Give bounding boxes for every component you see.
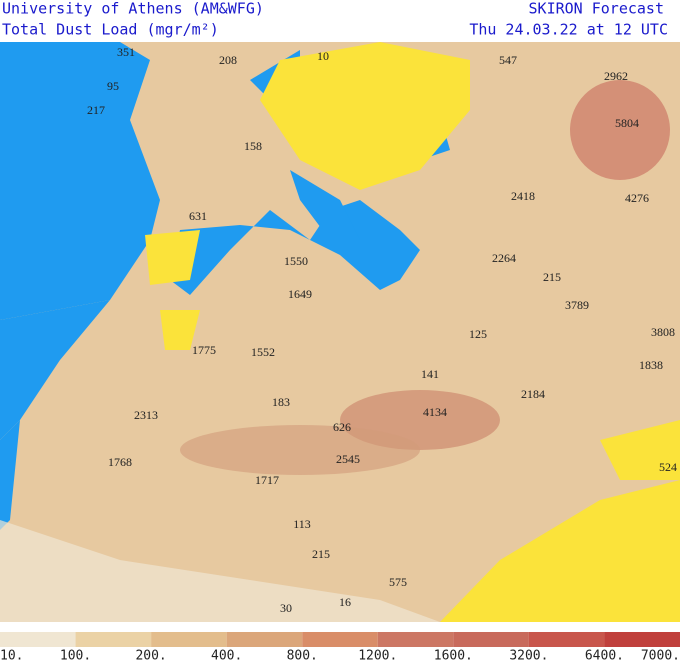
colorbar-segment (75, 632, 152, 647)
map-label: 215 (543, 270, 561, 284)
map-label: 183 (272, 395, 290, 409)
colorbar-label: 6400. (585, 649, 624, 662)
dust-band (180, 425, 420, 475)
map-label: 1717 (255, 473, 279, 487)
map-label: 631 (189, 209, 207, 223)
colorbar-label: 1200. (358, 649, 397, 662)
mediterranean (170, 200, 420, 295)
dust-core-east (570, 80, 670, 180)
map-label: 125 (469, 327, 487, 341)
colorbar-label: 100. (60, 649, 91, 662)
header-field: Total Dust Load (mgr/m²) (2, 21, 219, 39)
east-clean (600, 420, 680, 480)
colorbar-label: 7000. (641, 649, 680, 662)
map-label: 2962 (604, 69, 628, 83)
europe-clean (260, 42, 470, 190)
map-label: 626 (333, 420, 351, 434)
low-dust (0, 520, 440, 622)
map-label: 1775 (192, 343, 216, 357)
colorbar-label: 1600. (434, 649, 473, 662)
map-label: 217 (87, 103, 105, 117)
map-label: 524 (659, 460, 677, 474)
map-label: 2545 (336, 452, 360, 466)
map-label: 3808 (651, 325, 675, 339)
colorbar-label: 800. (287, 649, 318, 662)
map-label: 575 (389, 575, 407, 589)
map-label: 215 (312, 547, 330, 561)
colorbar-label: 400. (211, 649, 242, 662)
south-clean (440, 480, 680, 622)
map-label: 113 (293, 517, 311, 531)
iberia-clean (145, 230, 200, 285)
header-time: Thu 24.03.22 at 12 UTC (469, 21, 668, 39)
colorbar-segment (0, 632, 76, 647)
colorbar: 10. 100. 200. 400. 800. 1200. 1600. 3200. 6400. 7… (0, 632, 680, 662)
map-label: 208 (219, 53, 237, 67)
colorbar-segment (377, 632, 454, 647)
colorbar-segment (528, 632, 605, 647)
map-label: 3789 (565, 298, 589, 312)
atlantic-south (0, 300, 110, 440)
colorbar-segment (453, 632, 529, 647)
colorbar-label: 10. (0, 649, 23, 662)
atlantic-coast (0, 420, 20, 530)
adriatic (290, 170, 360, 240)
map-label: 2184 (521, 387, 545, 401)
map-label: 1768 (108, 455, 132, 469)
map-label: 141 (421, 367, 439, 381)
colorbar-segment (226, 632, 303, 647)
map-label: 1649 (288, 287, 312, 301)
colorbar-segment (151, 632, 227, 647)
map-label: 2264 (492, 251, 516, 265)
colorbar-label: 3200. (509, 649, 548, 662)
map-label: 1550 (284, 254, 308, 268)
colorbar-label: 200. (135, 649, 166, 662)
map-label: 10 (317, 49, 329, 63)
colorbar-segment (604, 632, 680, 647)
map-label: 1838 (639, 358, 663, 372)
map-label: 30 (280, 601, 292, 615)
map-label: 4276 (625, 191, 649, 205)
atlantic (0, 42, 160, 320)
map-label: 158 (244, 139, 262, 153)
map-label: 547 (499, 53, 517, 67)
map-label: 2418 (511, 189, 535, 203)
map-label: 2313 (134, 408, 158, 422)
header-product: SKIRON Forecast (529, 0, 664, 18)
colorbar-segment (302, 632, 378, 647)
map-label: 5804 (615, 116, 639, 130)
map (0, 42, 680, 622)
map-label: 351 (117, 45, 135, 59)
map-label: 16 (339, 595, 351, 609)
map-label: 4134 (423, 405, 447, 419)
morocco-clean (160, 310, 200, 350)
header-institution: University of Athens (AM&WFG) (2, 0, 264, 18)
map-label: 95 (107, 79, 119, 93)
map-label: 1552 (251, 345, 275, 359)
